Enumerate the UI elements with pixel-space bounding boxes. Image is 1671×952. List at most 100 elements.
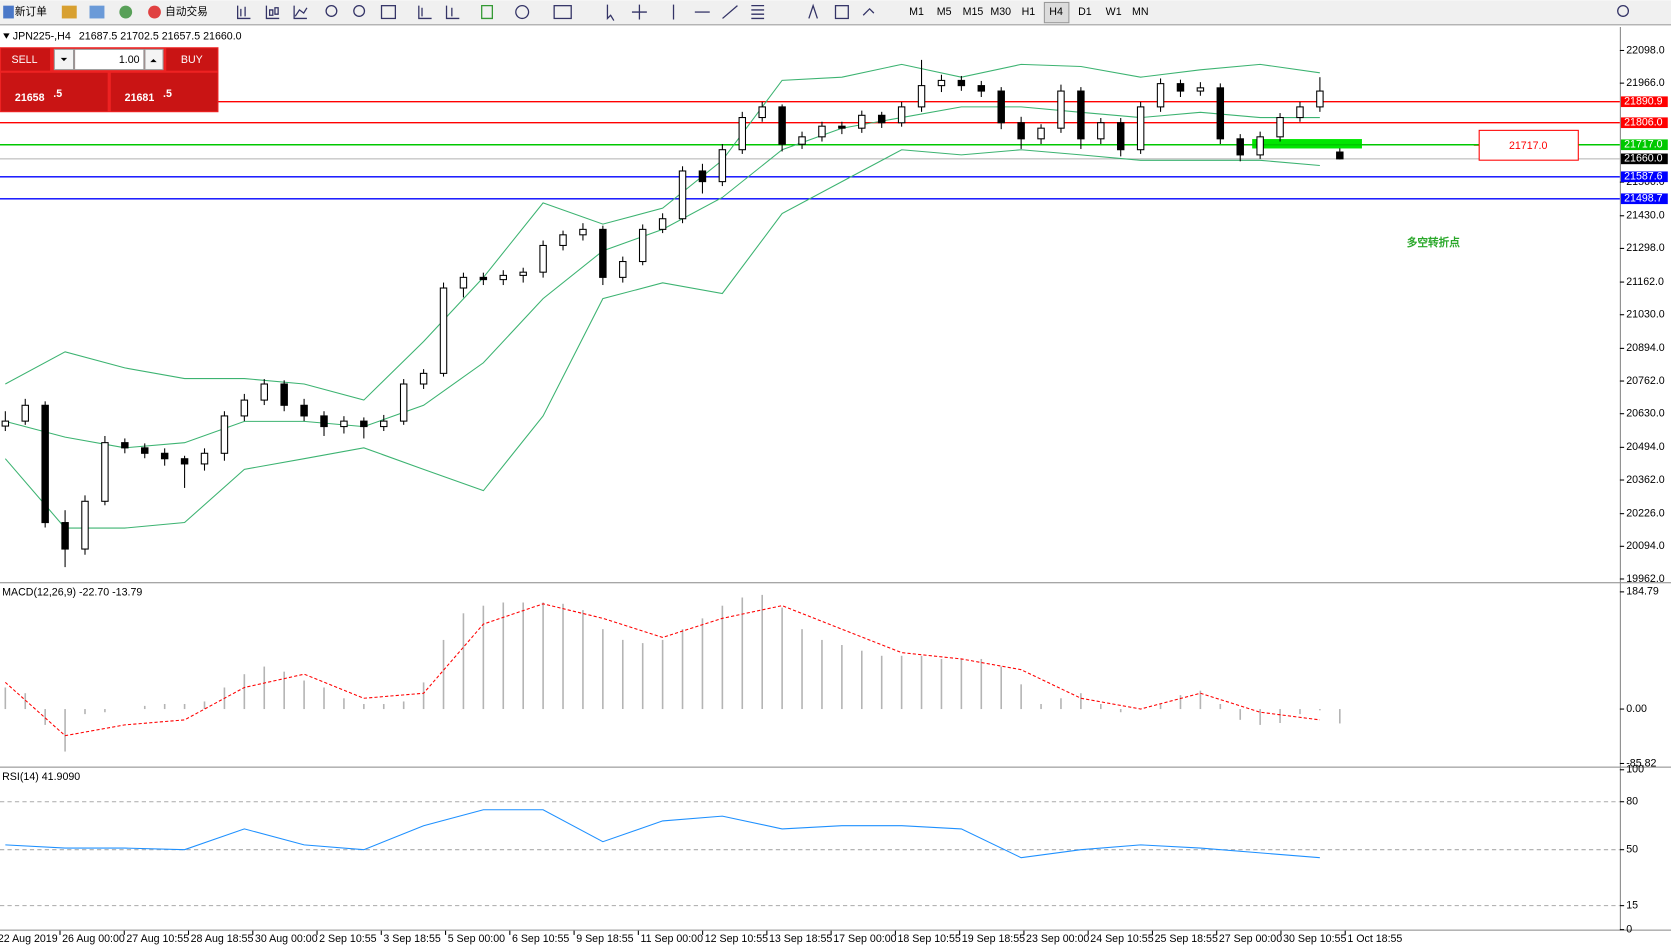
candle-body (738, 117, 747, 151)
candle-body (220, 415, 229, 454)
y-tick-label: 21966.0 (1626, 77, 1665, 89)
y-tick-label: 21298.0 (1626, 242, 1665, 254)
new-order[interactable]: 新订单 (15, 5, 47, 18)
timeframe[interactable]: MN (1132, 6, 1149, 18)
candle-body (1077, 90, 1085, 140)
timeframe[interactable]: D1 (1078, 6, 1092, 18)
y-tick-label: 22098.0 (1626, 44, 1665, 56)
sell-button[interactable] (1, 48, 51, 71)
candle-body (1057, 90, 1065, 129)
tool-icon[interactable] (834, 5, 849, 20)
tool-icon[interactable] (325, 5, 338, 17)
candle-body (1336, 151, 1344, 160)
tool-icon[interactable] (380, 5, 397, 20)
timeframe[interactable]: H1 (1022, 6, 1036, 18)
y-tick-label: 20494.0 (1626, 441, 1665, 453)
candle-body (937, 79, 946, 87)
x-tick-label: 6 Sep 10:55 (512, 933, 569, 945)
current-price-label: 21660.0 (1624, 153, 1663, 165)
candle-body (539, 244, 547, 273)
active-timeframe (1043, 1, 1070, 24)
candle-body (200, 452, 209, 465)
volume-input[interactable] (74, 48, 145, 71)
tool-icon[interactable] (553, 5, 572, 20)
tool-icon[interactable] (445, 5, 460, 20)
candle-body (798, 136, 806, 145)
tool-icon[interactable] (808, 3, 818, 19)
y-tick-label: 20362.0 (1626, 474, 1665, 486)
level-box (1620, 139, 1668, 151)
candle-body (599, 228, 607, 278)
candle-body (997, 90, 1005, 124)
x-tick-label: 28 Aug 18:55 (191, 933, 254, 945)
tool-icon[interactable] (751, 5, 765, 20)
y-tick-label: 0.00 (1626, 703, 1647, 715)
tool-icon[interactable] (862, 7, 875, 16)
timeframe[interactable]: M1 (909, 6, 924, 18)
level-label: 21587.6 (1624, 171, 1663, 183)
timeframe[interactable]: M5 (937, 6, 952, 18)
level-label: 21498.7 (1624, 193, 1663, 205)
x-tick-label: 12 Sep 10:55 (705, 933, 768, 945)
tool-icon[interactable] (481, 5, 493, 20)
volume-up[interactable] (144, 48, 164, 71)
tool-icon[interactable] (265, 5, 280, 20)
candle-body (41, 404, 49, 524)
search-icon[interactable] (1617, 5, 1630, 17)
candle-body (877, 114, 886, 124)
y-tick-label: 20630.0 (1626, 408, 1665, 420)
candle-body (380, 420, 388, 428)
sell-price-box[interactable] (1, 72, 108, 112)
candle-body (1276, 117, 1284, 138)
tool-icon[interactable] (606, 4, 615, 21)
timeframe[interactable]: H4 (1049, 6, 1063, 18)
sell-label[interactable]: SELL (11, 54, 37, 66)
tool-icon[interactable] (61, 5, 77, 19)
auto-trading[interactable]: 自动交易 (165, 5, 208, 18)
x-tick-label: 24 Sep 10:55 (1090, 933, 1153, 945)
ohlc-label: 21687.5 21702.5 21657.5 21660.0 (79, 30, 242, 42)
timeframe[interactable]: W1 (1106, 6, 1122, 18)
buy-price-box[interactable] (110, 72, 218, 112)
current-price-box (1620, 153, 1668, 165)
candle-body (1236, 138, 1244, 156)
volume[interactable]: 1.00 (119, 54, 140, 66)
collapse-icon (3, 33, 10, 39)
rsi-title: RSI(14) 41.9090 (2, 771, 80, 783)
level-label: 21806.0 (1624, 117, 1663, 129)
x-tick-label: 26 Aug 00:00 (62, 933, 125, 945)
plot: 22098.021966.021566.021430.021298.021162… (0, 44, 1668, 945)
x-tick-label: 27 Aug 10:55 (126, 933, 189, 945)
buy-label[interactable]: BUY (181, 54, 203, 66)
auto-trading-icon[interactable] (148, 5, 161, 19)
annotation: 多空转折点 (1407, 236, 1461, 249)
tool-icon[interactable] (89, 5, 105, 19)
tool-icon[interactable] (722, 5, 738, 19)
x-tick-label: 18 Sep 10:55 (898, 933, 961, 945)
candle-body (360, 420, 368, 428)
candle-body (340, 420, 348, 428)
candle-body (141, 447, 149, 454)
tool-icon[interactable] (631, 4, 647, 20)
toolbar-icons (237, 3, 1630, 21)
candle-body (1196, 87, 1205, 92)
tool-icon[interactable] (293, 5, 308, 20)
level-label: 21890.9 (1624, 96, 1663, 108)
new-order-icon[interactable] (3, 5, 14, 19)
candle-body (658, 218, 667, 230)
tool-icon[interactable] (237, 5, 251, 20)
candle-body (678, 170, 687, 220)
timeframe[interactable]: M15 (963, 6, 984, 18)
candle-body (300, 404, 308, 417)
y-tick-label: 20226.0 (1626, 507, 1665, 519)
candle-body (399, 383, 408, 422)
tool-icon[interactable] (418, 5, 432, 20)
tool-icon[interactable] (515, 5, 530, 20)
tool-icon[interactable] (353, 5, 366, 17)
band-lower (4, 149, 1320, 529)
timeframe[interactable]: M30 (990, 6, 1011, 18)
buy-button[interactable] (166, 48, 218, 71)
y-tick-label: 19962.0 (1626, 573, 1665, 585)
candle-body (1116, 122, 1125, 151)
tool-icon[interactable] (119, 5, 133, 19)
